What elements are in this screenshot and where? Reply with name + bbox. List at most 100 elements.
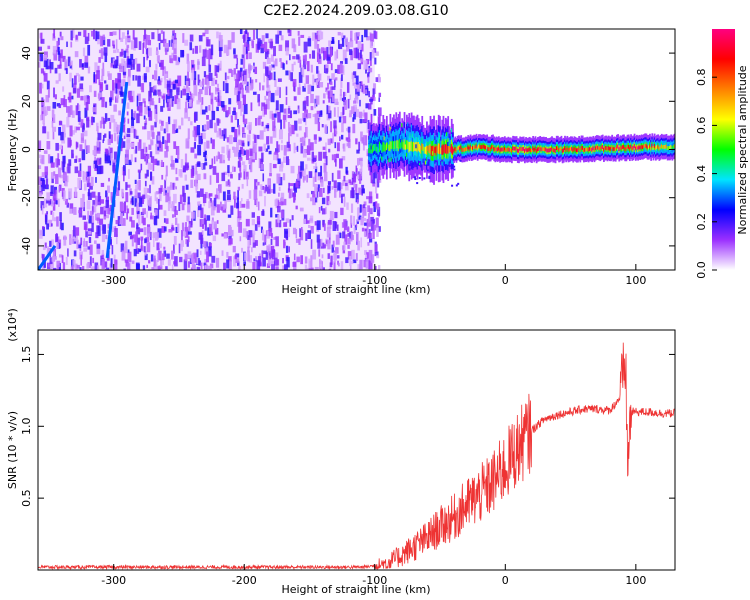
- noise-speckle: [304, 256, 308, 264]
- noise-speckle: [101, 116, 104, 125]
- noise-speckle: [286, 141, 290, 148]
- band-cell: [608, 146, 611, 151]
- noise-speckle: [286, 257, 290, 268]
- noise-speckle: [307, 38, 312, 47]
- noise-speckle: [293, 192, 296, 203]
- noise-speckle: [124, 157, 129, 164]
- noise-speckle: [99, 35, 104, 47]
- noise-speckle: [367, 119, 370, 130]
- noise-speckle: [80, 254, 83, 266]
- noise-speckle: [226, 194, 231, 201]
- noise-speckle: [355, 193, 359, 203]
- noise-speckle: [325, 87, 328, 93]
- noise-speckle: [228, 68, 232, 74]
- noise-speckle: [206, 49, 210, 59]
- noise-speckle: [295, 228, 298, 239]
- noise-speckle: [190, 254, 194, 263]
- noise-speckle: [294, 183, 298, 193]
- noise-speckle: [293, 86, 296, 92]
- noise-speckle: [41, 83, 44, 89]
- noise-speckle: [363, 135, 368, 146]
- noise-speckle: [328, 40, 331, 47]
- noise-speckle: [322, 267, 325, 270]
- noise-speckle: [352, 259, 357, 264]
- noise-speckle: [230, 115, 233, 123]
- noise-speckle: [322, 151, 327, 159]
- noise-speckle: [271, 64, 275, 68]
- noise-speckle: [138, 41, 142, 50]
- noise-speckle: [110, 90, 114, 101]
- noise-speckle: [248, 230, 253, 238]
- noise-speckle: [296, 133, 299, 137]
- noise-speckle: [160, 259, 165, 265]
- band-cell: [654, 146, 657, 151]
- noise-speckle: [138, 248, 141, 253]
- noise-speckle: [357, 32, 361, 37]
- noise-speckle: [329, 78, 332, 84]
- noise-speckle: [275, 214, 279, 218]
- noise-speckle: [154, 158, 158, 166]
- noise-speckle: [104, 154, 109, 164]
- noise-speckle: [336, 142, 340, 152]
- noise-speckle: [265, 98, 270, 110]
- noise-speckle: [134, 188, 138, 199]
- noise-speckle: [182, 165, 186, 173]
- noise-speckle: [299, 207, 304, 212]
- noise-speckle: [346, 202, 349, 210]
- noise-speckle: [377, 107, 382, 117]
- noise-speckle: [125, 35, 128, 45]
- noise-speckle: [303, 168, 306, 179]
- noise-speckle: [218, 34, 223, 42]
- noise-speckle: [127, 208, 130, 214]
- noise-speckle: [208, 223, 213, 235]
- noise-speckle: [93, 160, 98, 169]
- noise-speckle: [78, 158, 81, 163]
- noise-speckle: [216, 118, 220, 126]
- noise-speckle: [146, 195, 150, 206]
- noise-speckle: [63, 190, 66, 202]
- noise-speckle: [129, 95, 134, 103]
- noise-speckle: [86, 95, 90, 105]
- noise-speckle: [226, 137, 230, 143]
- noise-speckle: [165, 190, 167, 195]
- noise-speckle: [334, 247, 338, 254]
- noise-speckle: [54, 67, 58, 74]
- noise-speckle: [355, 183, 358, 195]
- noise-speckle: [204, 86, 209, 96]
- noise-speckle: [100, 48, 104, 59]
- noise-speckle: [221, 130, 224, 137]
- noise-speckle: [50, 267, 53, 270]
- noise-speckle: [282, 257, 284, 264]
- noise-speckle: [266, 57, 269, 63]
- noise-speckle: [54, 94, 57, 100]
- noise-speckle: [81, 123, 85, 133]
- noise-speckle: [364, 250, 368, 256]
- noise-speckle: [340, 134, 344, 140]
- snr-x-tick-label: 100: [625, 574, 646, 587]
- noise-speckle: [171, 99, 174, 107]
- noise-speckle: [187, 196, 190, 205]
- noise-speckle: [200, 188, 204, 197]
- band-cell: [565, 147, 568, 152]
- noise-speckle: [317, 239, 321, 249]
- band-cell: [395, 140, 398, 152]
- noise-speckle: [227, 256, 232, 262]
- noise-speckle: [49, 68, 52, 74]
- noise-speckle: [223, 134, 226, 141]
- noise-speckle: [119, 201, 124, 212]
- noise-speckle: [303, 118, 306, 123]
- noise-speckle: [59, 53, 62, 58]
- noise-speckle: [325, 206, 327, 215]
- noise-speckle: [227, 189, 231, 195]
- band-cell: [580, 145, 583, 150]
- band-cell: [384, 144, 387, 152]
- noise-speckle: [347, 244, 350, 249]
- noise-speckle: [139, 228, 144, 233]
- noise-speckle: [303, 83, 307, 88]
- noise-speckle: [173, 141, 177, 149]
- noise-speckle: [233, 137, 238, 143]
- noise-speckle: [167, 89, 170, 96]
- noise-speckle: [105, 148, 109, 155]
- noise-speckle: [175, 186, 178, 190]
- band-fringe-dot: [408, 168, 411, 171]
